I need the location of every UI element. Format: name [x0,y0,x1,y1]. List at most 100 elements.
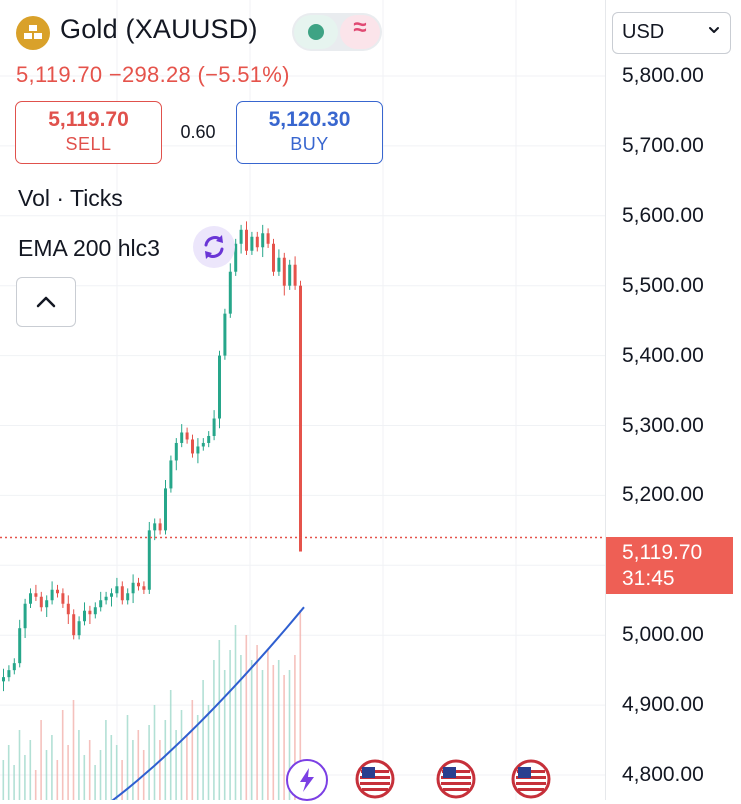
price-tick-label: 5,400.00 [622,343,704,367]
chevron-up-icon [36,296,56,308]
candle-body [261,233,265,248]
candle-body [239,229,243,244]
volume-bar [83,755,86,800]
symbol-title[interactable]: Gold (XAUUSD) [60,14,258,44]
collapse-legend-button[interactable] [16,277,76,327]
volume-bar [115,745,118,800]
candle-body [234,243,238,272]
volume-bar [202,680,204,800]
price-tick-label: 5,300.00 [622,413,704,437]
volume-bar [34,770,37,800]
volume-bar [240,655,242,800]
candle-body [266,233,270,244]
volume-bar [61,710,64,800]
volume-bar [223,670,226,800]
intraday-toggle[interactable] [340,15,380,49]
candle-body [7,670,11,678]
candle-body [174,442,178,461]
volume-bar [105,720,107,800]
currency-value: USD [622,21,665,43]
bar-countdown: 31:45 [622,567,675,590]
candle-body [23,603,27,629]
volume-bar [196,715,199,800]
lightning-icon[interactable] [286,759,328,801]
candle-body [212,418,216,436]
volume-bar [234,625,237,800]
candle-body [72,614,76,636]
volume-bar [272,665,275,800]
buy-button[interactable]: 5,120.30 BUY [236,101,383,164]
candle-body [110,593,113,597]
volume-bar [126,715,129,800]
volume-bar [283,675,285,800]
candle-body [29,593,32,604]
price-tick-label: 5,200.00 [622,483,704,507]
sell-label: SELL [65,134,112,154]
candle-body [83,610,86,622]
candle-body [245,229,248,251]
volume-bar [288,670,291,800]
candle-body [39,596,43,608]
us-flag-icon[interactable] [436,759,476,799]
volume-bar [256,645,258,800]
volume-bar [267,650,269,800]
volume-bar [245,635,248,800]
candle-body [88,610,92,615]
volume-bar [180,710,183,800]
buy-label: BUY [290,134,329,154]
candle-body [66,603,70,615]
candle-body [277,257,281,272]
candle-body [50,589,54,601]
candle-body [142,586,146,590]
volume-bar [159,740,161,800]
volume-bar [294,655,296,800]
candle-body [153,523,157,531]
price-tick-label: 5,500.00 [622,273,704,297]
last-price-value: 5,119.70 [622,541,703,564]
volume-bar [153,705,156,800]
candle-body [185,432,189,440]
volume-bar [29,740,32,800]
volume-bar [229,650,231,800]
volume-bar [218,640,221,800]
volume-bar [299,610,302,800]
volume-bar [207,705,210,800]
wave-icon: ≈ [353,14,367,41]
volume-bar [277,660,280,800]
sell-button[interactable]: 5,119.70 SELL [15,101,162,164]
volume-bar [250,660,253,800]
volume-bar [164,720,167,800]
candle-body [196,446,200,454]
price-axis-divider [605,0,606,800]
candle-body [18,628,22,664]
price-tick-label: 4,900.00 [622,693,704,717]
refresh-icon[interactable] [193,226,235,268]
volume-bar [51,735,53,800]
volume-bar [13,765,15,800]
candle-body [272,243,275,272]
price-tick-label: 5,800.00 [622,64,704,87]
price-tick-label: 5,000.00 [622,623,704,647]
candlesticks [2,221,302,692]
ema-indicator-label[interactable]: EMA 200 hlc3 [18,235,160,261]
us-flag-icon[interactable] [355,759,395,799]
volume-bar [40,720,42,800]
volume-bars [2,610,302,800]
currency-select[interactable] [612,12,731,54]
volume-bar [78,730,80,800]
market-open-dot-icon [308,24,324,40]
volume-bar [175,730,177,800]
candle-body [77,621,81,636]
sell-price: 5,119.70 [48,108,129,131]
ema-200-line [111,606,305,800]
volume-bar [191,700,194,800]
volume-bar [45,750,48,800]
volume-indicator-label[interactable]: Vol · Ticks [18,185,123,211]
candle-body [228,271,232,314]
spread-value: 0.60 [180,122,216,142]
volume-bar [24,755,26,800]
us-flag-icon[interactable] [511,759,551,799]
candle-body [131,582,135,594]
candle-body [120,586,124,601]
change-percent: (−5.51%) [197,62,290,87]
